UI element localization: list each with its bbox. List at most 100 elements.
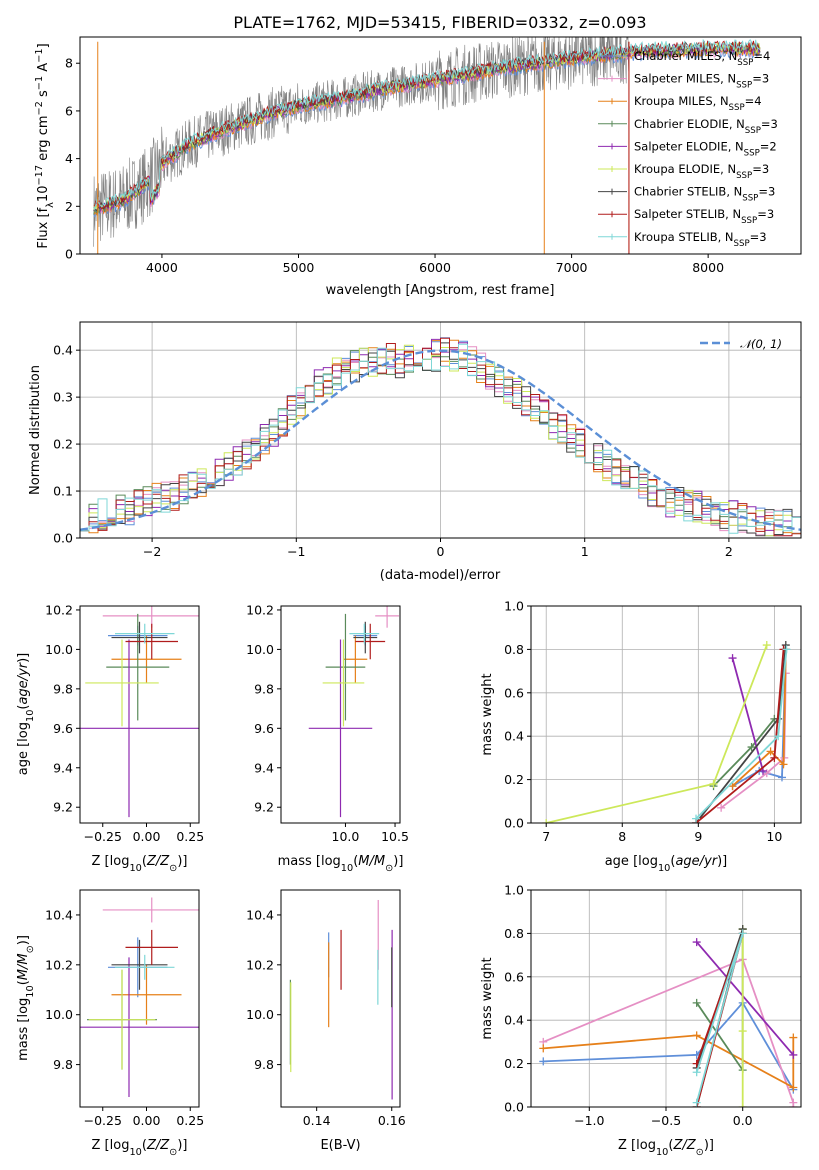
y-axis-label: Flux [fλ10−17 erg cm−2 s−1 A−1]	[34, 43, 56, 248]
weight-marker	[539, 1057, 548, 1066]
legend-entry: Chabrier MILES, NSSP=4	[634, 49, 770, 68]
weight-line	[543, 1034, 795, 1090]
y-tick-label: 0.3	[53, 390, 73, 405]
weight-marker	[728, 654, 737, 663]
x-tick-label: 0.25	[176, 1113, 204, 1128]
plot-area	[93, 37, 761, 254]
y-tick-label: 10.0	[246, 1007, 274, 1022]
x-tick-label: 10	[766, 829, 782, 844]
weight-marker	[747, 743, 756, 752]
weight-marker	[766, 747, 775, 756]
y-tick-label: 10.0	[246, 642, 274, 657]
weight-marker	[728, 782, 737, 791]
y-axis-label: Normed distribution	[28, 365, 43, 495]
weight-marker	[692, 998, 701, 1007]
axes-age_vs_mass: 10.0 10.5 9.2 9.4 9.6 9.8 10.0 10.2 mass [log10(…	[246, 602, 409, 873]
x-tick-label: 0.14	[303, 1113, 331, 1128]
weight-marker	[692, 1098, 701, 1107]
x-tick-label: 7	[542, 829, 550, 844]
y-tick-label: 10.2	[45, 957, 73, 972]
axes-frame	[79, 889, 200, 1108]
y-tick-label: 9.6	[254, 721, 274, 736]
x-tick-label: 4000	[146, 260, 178, 275]
plot-area	[80, 606, 199, 818]
y-tick-label: 9.2	[53, 800, 73, 815]
weight-marker	[692, 814, 701, 823]
y-tick-label: 10.4	[246, 907, 274, 922]
x-tick-label: 10.5	[381, 829, 409, 844]
normal-curve	[80, 349, 801, 531]
y-tick-label: 0.0	[504, 1100, 524, 1115]
y-tick-label: 0.4	[504, 729, 524, 744]
x-tick-label: 6000	[419, 260, 451, 275]
legend-entry: Salpeter STELIB, NSSP=3	[634, 207, 774, 226]
axes-mass_weight_vs_Z: −1.0 −0.5 0.0 0.0 0.2 0.4 0.6 0.8 1.0 Z [log10(Z/…	[480, 883, 802, 1158]
plot-area	[308, 606, 400, 818]
weight-marker	[692, 1031, 701, 1040]
y-tick-label: 9.4	[53, 760, 73, 775]
axes-frame	[280, 605, 401, 824]
plot-area	[542, 641, 791, 823]
legend-entry: Salpeter ELODIE, NSSP=2	[634, 139, 777, 158]
model-spectrum	[93, 38, 761, 211]
x-tick-label: 8000	[692, 260, 724, 275]
y-tick-label: 0.8	[504, 642, 524, 657]
y-axis-label: mass weight	[480, 957, 495, 1039]
weight-marker	[717, 803, 726, 812]
x-axis-label: Z [log10(Z/Z⊙)]	[92, 1138, 188, 1158]
axes-frame	[530, 605, 802, 824]
x-tick-label: 5000	[283, 260, 315, 275]
x-tick-label: 0.00	[133, 829, 161, 844]
y-tick-label: 10.0	[45, 1007, 73, 1022]
y-tick-label: 10.0	[45, 642, 73, 657]
weight-marker	[777, 773, 786, 782]
x-tick-label: 7000	[556, 260, 588, 275]
weight-marker	[774, 732, 783, 741]
weight-marker	[539, 1044, 548, 1053]
y-tick-label: 9.8	[53, 1057, 73, 1072]
y-axis-label: mass weight	[480, 673, 495, 755]
axes-residuals: −2 −1 0 1 2 0.0 0.1 0.2 0.3 0.4 𝒩(0, 1) (data-model…	[28, 321, 802, 583]
plot-area	[80, 337, 801, 538]
y-tick-label: 1.0	[504, 883, 524, 898]
x-axis-label: Z [log10(Z/Z⊙)]	[618, 1138, 714, 1158]
y-tick-label: 0.6	[504, 969, 524, 984]
x-axis-label: mass [log10(M/M⊙)]	[278, 854, 404, 874]
residual-histogram	[80, 343, 801, 538]
y-tick-label: 0.4	[53, 343, 73, 358]
x-tick-label: 0.25	[176, 829, 204, 844]
weight-marker	[781, 641, 790, 650]
x-tick-label: 9	[694, 829, 702, 844]
weight-marker	[692, 1068, 701, 1077]
x-tick-label: 10.0	[332, 829, 360, 844]
y-tick-label: 6	[65, 103, 73, 118]
y-tick-label: 0.1	[53, 484, 73, 499]
y-tick-label: 0.2	[53, 437, 73, 452]
plot-area	[539, 925, 798, 1107]
plot-area	[80, 897, 199, 1098]
axes-frame	[280, 889, 401, 1108]
y-tick-label: 10.2	[45, 602, 73, 617]
weight-line	[696, 941, 794, 1056]
x-tick-label: 0.16	[378, 1113, 406, 1128]
axes-frame	[79, 36, 802, 255]
y-tick-label: 0.0	[504, 816, 524, 831]
weight-line	[543, 1001, 795, 1091]
legend-entry: 𝒩(0, 1)	[740, 337, 782, 351]
weight-marker	[770, 753, 779, 762]
weight-marker	[709, 779, 718, 788]
weight-line	[695, 645, 787, 823]
legend-entry: Kroupa STELIB, NSSP=3	[634, 230, 767, 249]
legend-entry: Kroupa MILES, NSSP=4	[634, 94, 762, 113]
y-tick-label: 10.2	[246, 957, 274, 972]
x-tick-label: 0.0	[733, 1113, 753, 1128]
axes-frame	[79, 605, 200, 824]
y-tick-label: 9.6	[53, 721, 73, 736]
x-tick-label: −0.25	[84, 1113, 122, 1128]
y-tick-label: 0.2	[504, 1056, 524, 1071]
y-tick-label: 9.8	[254, 1057, 274, 1072]
y-tick-label: 0	[65, 247, 73, 262]
x-tick-label: 2	[725, 544, 733, 559]
axes-age_vs_Z: −0.25 0.00 0.25 9.2 9.4 9.6 9.8 10.0 10.2 Z [log1…	[16, 602, 204, 873]
